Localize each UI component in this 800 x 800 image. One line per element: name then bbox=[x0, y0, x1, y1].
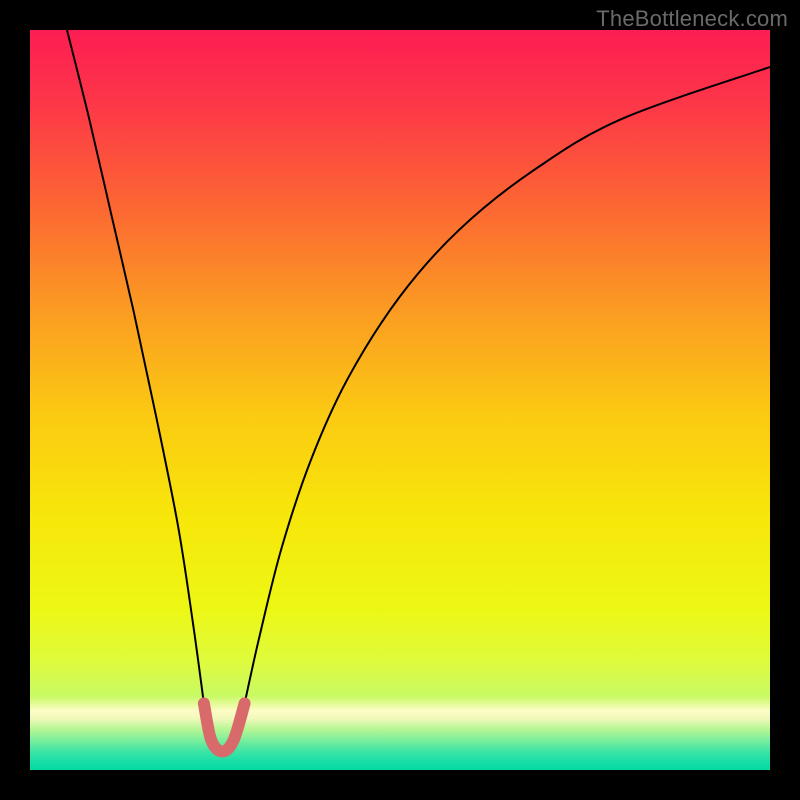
chart-background bbox=[30, 30, 770, 770]
bottleneck-chart bbox=[0, 0, 800, 800]
watermark-text: TheBottleneck.com bbox=[596, 6, 788, 32]
chart-container: TheBottleneck.com bbox=[0, 0, 800, 800]
